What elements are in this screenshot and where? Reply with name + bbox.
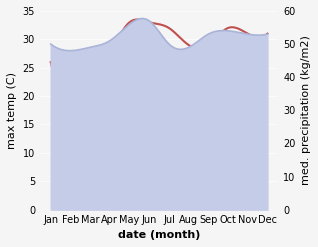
Y-axis label: max temp (C): max temp (C) (7, 72, 17, 149)
Y-axis label: med. precipitation (kg/m2): med. precipitation (kg/m2) (301, 35, 311, 185)
X-axis label: date (month): date (month) (118, 230, 200, 240)
